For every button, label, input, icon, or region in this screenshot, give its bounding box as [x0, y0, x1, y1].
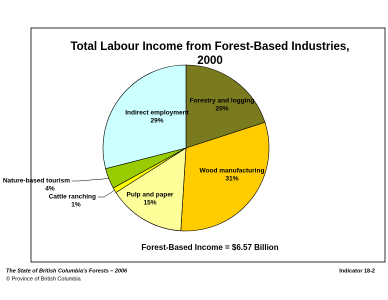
- indicator: Indicator 18-2: [339, 268, 375, 274]
- slice-label: Indirect employment: [125, 110, 189, 117]
- slice-label: Cattle ranching: [49, 194, 96, 201]
- chart-title: Total Labour Income from Forest-Based In…: [70, 41, 349, 53]
- slice-value-label: 1%: [71, 202, 81, 209]
- pie-slice: [180, 121, 270, 232]
- slice-label: Pulp and paper: [127, 192, 174, 199]
- leader-line: [98, 190, 115, 198]
- slice-label: Forestry and logging: [190, 98, 255, 105]
- slice-label: Nature-based tourism: [3, 178, 70, 185]
- slice-value-label: 20%: [215, 106, 228, 113]
- pie-slice: [115, 147, 187, 232]
- leader-line: [72, 178, 109, 182]
- source: The State of British Columbia's Forests …: [6, 268, 128, 274]
- slice-value-label: 15%: [143, 200, 156, 207]
- slice-value-label: 4%: [45, 186, 55, 193]
- slice-value-label: 31%: [225, 176, 238, 183]
- slice-label: Wood manufacturing: [200, 168, 265, 175]
- copyright: © Province of British Columbia: [6, 275, 82, 282]
- slice-value-label: 29%: [150, 118, 163, 125]
- pie-slice: [185, 64, 266, 149]
- chart-title: 2000: [197, 55, 223, 67]
- pie-slice: [102, 64, 187, 170]
- total-note: Forest-Based Income = $6.57 Billion: [141, 243, 278, 252]
